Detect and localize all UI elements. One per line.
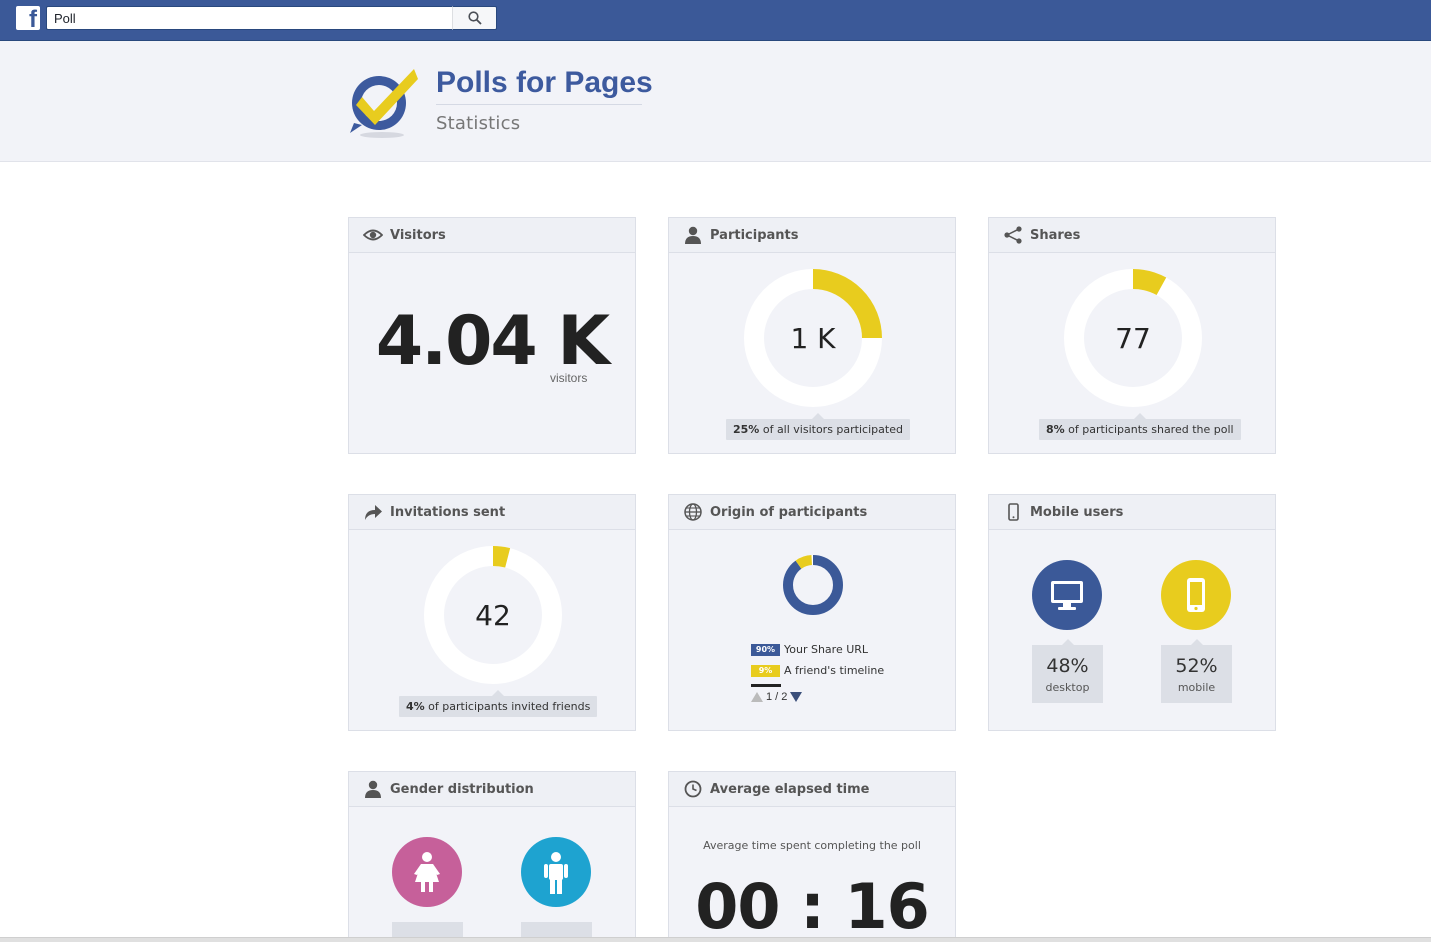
card-title: Average elapsed time bbox=[710, 782, 870, 797]
origin-card: Origin of participants 90% Your Share UR… bbox=[668, 494, 956, 731]
visitors-unit-label: visitors bbox=[550, 371, 588, 385]
card-header: Visitors bbox=[349, 218, 635, 253]
legend-item: 90% Your Share URL bbox=[751, 643, 868, 656]
shares-summary-badge: 8% of participants shared the poll bbox=[1039, 413, 1241, 440]
search-button[interactable] bbox=[452, 6, 497, 30]
card-header: Invitations sent bbox=[349, 495, 635, 530]
card-title: Mobile users bbox=[1030, 505, 1124, 520]
facebook-logo-icon[interactable]: f bbox=[16, 6, 40, 32]
shares-donut: 77 bbox=[1063, 268, 1203, 408]
participants-count: 1 K bbox=[790, 321, 836, 355]
participants-summary-badge: 25% of all visitors participated bbox=[726, 413, 910, 440]
female-icon bbox=[414, 852, 440, 892]
desktop-label: desktop bbox=[1045, 681, 1090, 694]
card-header: Origin of participants bbox=[669, 495, 955, 530]
desktop-circle bbox=[1032, 560, 1102, 630]
globe-icon bbox=[684, 503, 702, 521]
gender-card: Gender distribution bbox=[348, 771, 636, 942]
shares-card: Shares 77 8% of participants shared the … bbox=[988, 217, 1276, 454]
legend-item: 9% A friend's timeline bbox=[751, 664, 884, 677]
card-header: Participants bbox=[669, 218, 955, 253]
eye-icon bbox=[363, 229, 383, 241]
male-circle bbox=[521, 837, 591, 907]
donut-progress-arc bbox=[1064, 269, 1202, 407]
participants-card: Participants 1 K 25% of all visitors par… bbox=[668, 217, 956, 454]
mobile-share-box: 52% mobile bbox=[1161, 639, 1232, 703]
pager-up-arrow-icon[interactable] bbox=[751, 692, 763, 702]
app-header: Polls for Pages Statistics bbox=[0, 41, 1431, 162]
card-title: Visitors bbox=[390, 228, 446, 243]
card-title: Invitations sent bbox=[390, 505, 506, 520]
card-header: Average elapsed time bbox=[669, 772, 955, 807]
legend-overflow-hint bbox=[751, 684, 781, 687]
pager-label: 1 / 2 bbox=[766, 691, 788, 703]
page-subtitle: Statistics bbox=[436, 113, 521, 134]
card-title: Participants bbox=[710, 228, 799, 243]
legend-percent-tag: 9% bbox=[751, 664, 780, 677]
mobile-phone-icon bbox=[1008, 503, 1019, 521]
app-title: Polls for Pages bbox=[436, 66, 653, 105]
mobile-percent: 52% bbox=[1175, 655, 1218, 677]
invitations-donut: 42 bbox=[423, 545, 563, 685]
forward-arrow-icon bbox=[365, 505, 382, 520]
origin-donut-chart bbox=[783, 555, 843, 615]
invitations-summary-badge: 4% of participants invited friends bbox=[399, 690, 598, 717]
invitations-count: 42 bbox=[475, 598, 511, 632]
donut-progress-arc bbox=[424, 546, 562, 684]
card-title: Shares bbox=[1030, 228, 1081, 243]
clock-icon bbox=[684, 780, 702, 798]
female-circle bbox=[392, 837, 462, 907]
horizontal-scrollbar[interactable] bbox=[0, 937, 1431, 942]
search-icon bbox=[468, 11, 482, 25]
participants-donut: 1 K bbox=[743, 268, 883, 408]
invitations-card: Invitations sent 42 4% of participants i… bbox=[348, 494, 636, 731]
desktop-monitor-icon bbox=[1051, 581, 1083, 610]
legend-label: A friend's timeline bbox=[784, 664, 885, 677]
shares-count: 77 bbox=[1115, 321, 1151, 355]
facebook-top-bar: f bbox=[0, 0, 1431, 41]
desktop-share-box: 48% desktop bbox=[1032, 639, 1103, 703]
elapsed-time-caption: Average time spent completing the poll bbox=[703, 839, 921, 852]
polls-checkmark-logo-icon bbox=[350, 69, 418, 138]
mobile-label: mobile bbox=[1177, 681, 1216, 694]
mobile-users-card: Mobile users 48% desktop 52% mobile bbox=[988, 494, 1276, 731]
elapsed-time-value: 00 : 16 bbox=[695, 870, 930, 943]
donut-progress-arc bbox=[744, 269, 882, 407]
card-header: Mobile users bbox=[989, 495, 1275, 530]
visitors-card: Visitors 4.04 K visitors bbox=[348, 217, 636, 454]
mobile-circle bbox=[1161, 560, 1231, 630]
smartphone-icon bbox=[1187, 578, 1205, 612]
legend-percent-tag: 90% bbox=[751, 643, 780, 656]
pager-down-arrow-icon[interactable] bbox=[790, 692, 803, 702]
share-icon bbox=[1004, 226, 1022, 244]
card-title: Gender distribution bbox=[390, 782, 534, 797]
user-icon bbox=[685, 226, 701, 244]
legend-pager: 1 / 2 bbox=[751, 691, 803, 703]
origin-slice-0 bbox=[783, 555, 843, 615]
male-icon bbox=[544, 852, 568, 894]
elapsed-time-card: Average elapsed time Average time spent … bbox=[668, 771, 956, 943]
person-icon bbox=[365, 780, 381, 798]
card-title: Origin of participants bbox=[710, 505, 868, 520]
desktop-percent: 48% bbox=[1046, 655, 1089, 677]
search-input[interactable] bbox=[46, 6, 452, 30]
card-header: Gender distribution bbox=[349, 772, 635, 807]
legend-label: Your Share URL bbox=[784, 643, 869, 656]
visitors-count: 4.04 K bbox=[375, 302, 610, 381]
card-header: Shares bbox=[989, 218, 1275, 253]
